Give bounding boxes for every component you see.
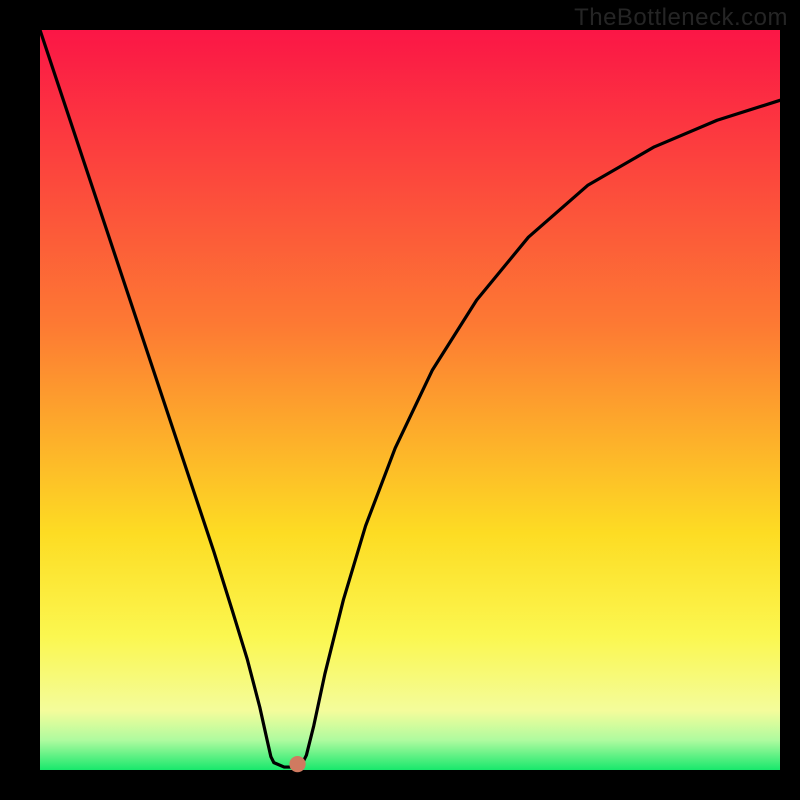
optimal-point-marker [289, 756, 305, 772]
watermark-text: TheBottleneck.com [574, 4, 788, 32]
bottleneck-curve [40, 30, 780, 767]
chart-svg [40, 30, 780, 770]
chart-area [40, 30, 780, 770]
